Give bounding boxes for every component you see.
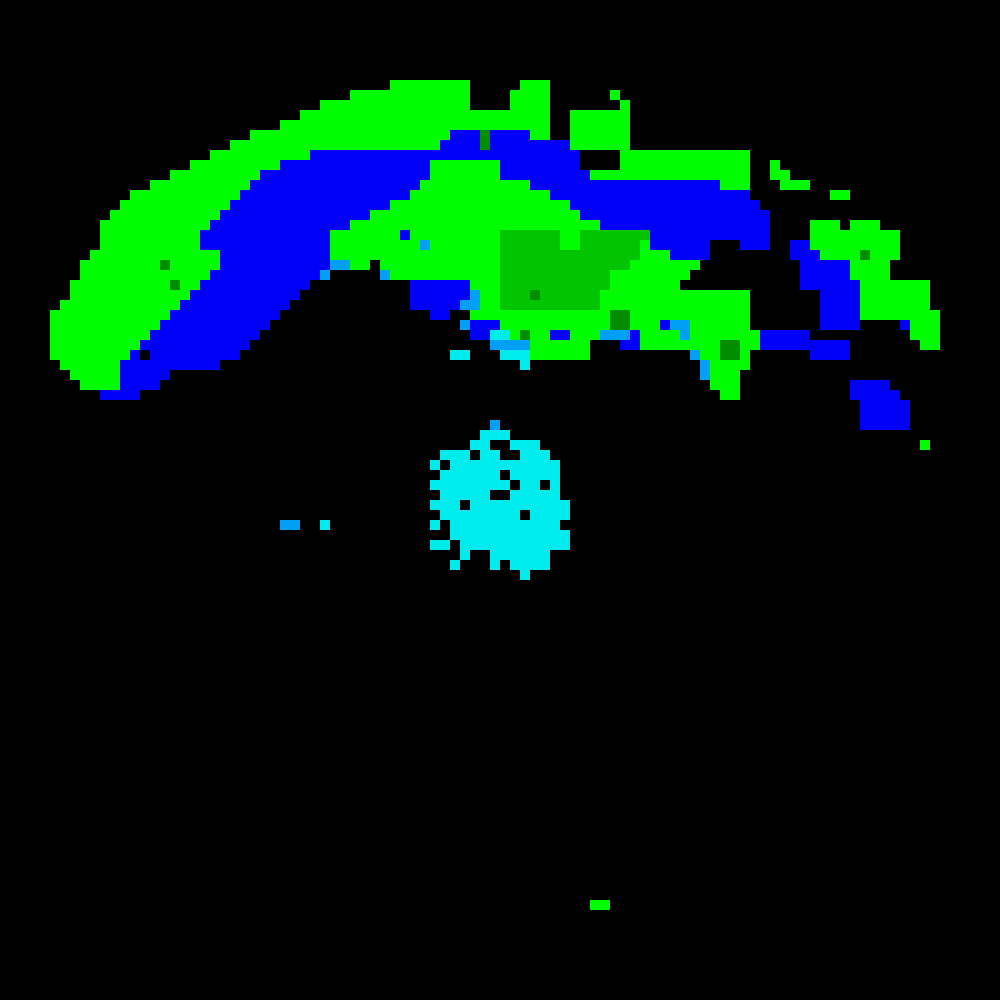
radar-reflectivity-bitmap <box>0 0 1000 1000</box>
radar-display <box>0 0 1000 1000</box>
